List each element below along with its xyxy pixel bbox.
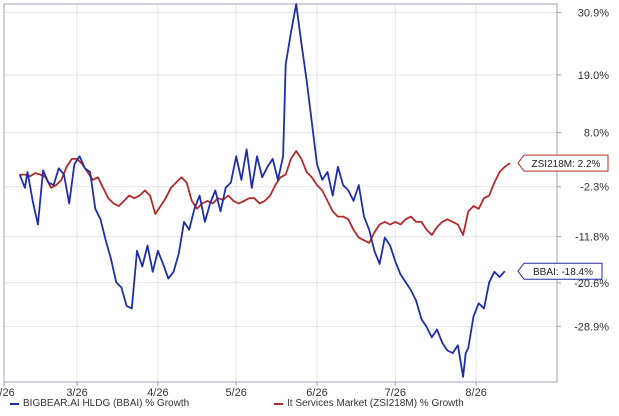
end-label-text: BBAI: -18.4% <box>533 267 593 278</box>
y-tick-label: -28.9% <box>574 321 609 333</box>
end-label-text: ZSI218M: 2.2% <box>532 159 601 170</box>
x-tick-label: 3/26 <box>66 387 87 399</box>
legend-label-bbai: BIGBEAR.AI HLDG (BBAI) % Growth <box>23 398 190 409</box>
legend-swatch-zsi218m <box>274 402 283 405</box>
x-tick-label: 8/26 <box>465 387 486 399</box>
y-tick-label: 8.0% <box>584 128 609 140</box>
y-tick-label: 19.0% <box>578 70 609 82</box>
legend-label-zsi218m: It Services Market (ZSI218M) % Growth <box>287 398 464 409</box>
legend-item-bbai: BIGBEAR.AI HLDG (BBAI) % Growth <box>10 398 189 409</box>
x-tick-label: 6/26 <box>306 387 327 399</box>
x-tick-label: 7/26 <box>385 387 406 399</box>
y-tick-label: -2.3% <box>580 182 609 194</box>
end-label-bbai: BBAI: -18.4% <box>517 262 603 280</box>
x-axis: 2/26 3/26 4/26 5/26 6/26 7/26 8/26 <box>0 382 487 399</box>
y-axis: 30.9% 19.0% 8.0% -2.3% -11.8% -20.6% -28.9% <box>557 7 609 333</box>
x-tick-label: 4/26 <box>147 387 168 399</box>
x-tick-label: 2/26 <box>0 387 15 399</box>
end-label-box <box>517 262 603 280</box>
end-labels: BBAI: -18.4% ZSI218M: 2.2% <box>517 154 609 280</box>
end-label-box <box>517 154 609 172</box>
end-label-zsi218m: ZSI218M: 2.2% <box>517 154 609 172</box>
series-line-bbai <box>18 3 506 378</box>
x-tick-label: 5/26 <box>225 387 246 399</box>
legend-item-zsi218m: It Services Market (ZSI218M) % Growth <box>274 398 464 409</box>
series-line-zsi218m <box>19 150 511 244</box>
series-layer <box>18 3 511 378</box>
y-tick-label: -11.8% <box>575 232 609 244</box>
y-tick-label: 30.9% <box>578 7 609 19</box>
y-tick-label: -20.6% <box>574 278 609 290</box>
legend-swatch-bbai <box>10 402 19 405</box>
plot-frame <box>3 3 558 383</box>
grid <box>3 4 557 382</box>
